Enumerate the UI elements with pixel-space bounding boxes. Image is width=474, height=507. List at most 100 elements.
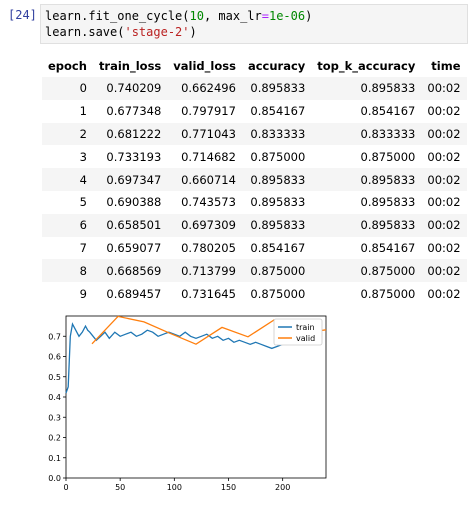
table-cell-train-loss: 0.697347: [106, 172, 162, 187]
x-tick-label: 200: [275, 483, 290, 492]
table-cell-accuracy: 0.895833: [250, 172, 306, 187]
table-cell-epoch: 3: [79, 149, 87, 164]
table-cell-epoch: 2: [79, 126, 87, 141]
table-cell-train-loss: 0.690388: [106, 195, 162, 210]
table-cell-accuracy: 0.895833: [250, 195, 306, 210]
chart-axes: 0.0 0.1 0.2 0.3 0.4 0.5 0.6 0.7 0 50 100 150 200: [48, 315, 327, 492]
x-tick-label: 0: [63, 483, 68, 492]
x-tick-label: 150: [221, 483, 236, 492]
y-tick-label: 0.6: [48, 353, 61, 362]
table-cell-accuracy: 0.854167: [250, 240, 306, 255]
table-cell-valid-loss: 0.714682: [181, 149, 236, 164]
table-cell-accuracy: 0.833333: [250, 126, 306, 141]
table-cell-top-k-accuracy: 0.875000: [360, 149, 416, 164]
table-cell-valid-loss: 0.662496: [181, 81, 236, 96]
table-cell-time: 00:02: [427, 172, 461, 187]
legend-label-valid: valid: [296, 334, 315, 343]
table-cell-time: 00:02: [427, 240, 461, 255]
table-cell-top-k-accuracy: 0.895833: [360, 218, 416, 233]
code-token-lr: 1e-06: [268, 9, 306, 23]
column-header-valid-loss: valid_loss: [173, 59, 236, 73]
x-tick-label: 50: [115, 483, 125, 492]
table-cell-epoch: 7: [79, 240, 87, 255]
table-row: 4 0.697347 0.660714 0.895833 0.895833 00:02: [42, 168, 467, 191]
table-cell-valid-loss: 0.771043: [181, 126, 236, 141]
table-cell-top-k-accuracy: 0.875000: [360, 286, 416, 301]
table-cell-epoch: 0: [79, 81, 87, 96]
code-token-epochs: 10: [189, 9, 204, 23]
cell-prompt: [24]: [8, 8, 37, 22]
column-header-accuracy: accuracy: [247, 59, 306, 73]
code-token-obj: learn: [45, 9, 82, 23]
y-tick-label: 0.1: [48, 454, 61, 463]
code-token-string: 'stage-2': [124, 25, 190, 39]
table-cell-accuracy: 0.875000: [250, 286, 306, 301]
table-cell-valid-loss: 0.797917: [181, 104, 236, 119]
table-row: 9 0.689457 0.731645 0.875000 0.875000 00:02: [42, 282, 467, 305]
table-cell-top-k-accuracy: 0.854167: [360, 104, 416, 119]
table-cell-valid-loss: 0.731645: [181, 286, 236, 301]
table-cell-train-loss: 0.677348: [106, 104, 162, 119]
table-cell-time: 00:02: [427, 286, 461, 301]
table-cell-train-loss: 0.658501: [106, 218, 162, 233]
table-cell-top-k-accuracy: 0.854167: [360, 240, 416, 255]
table-cell-epoch: 4: [79, 172, 87, 187]
legend-label-train: train: [296, 323, 315, 332]
table-row: 6 0.658501 0.697309 0.895833 0.895833 00:02: [42, 213, 467, 237]
y-tick-label: 0.3: [48, 413, 61, 422]
table-cell-train-loss: 0.659077: [106, 240, 162, 255]
table-cell-valid-loss: 0.780205: [181, 240, 236, 255]
column-header-epoch: epoch: [48, 59, 87, 73]
y-tick-label: 0.7: [48, 332, 61, 341]
column-header-top-k-accuracy: top_k_accuracy: [317, 59, 416, 73]
code-token-eq: =: [261, 9, 269, 23]
table-cell-time: 00:02: [427, 149, 461, 164]
table-cell-time: 00:02: [427, 126, 461, 141]
table-cell-time: 00:02: [427, 263, 461, 278]
code-line-2: learn.save('stage-2'): [45, 25, 197, 39]
table-cell-train-loss: 0.689457: [106, 286, 162, 301]
table-cell-time: 00:02: [427, 104, 461, 119]
y-tick-label: 0.0: [48, 474, 61, 483]
table-cell-top-k-accuracy: 0.875000: [360, 263, 416, 278]
table-cell-time: 00:02: [427, 81, 461, 96]
table-cell-epoch: 5: [79, 195, 87, 210]
code-token-save: learn.save(: [45, 25, 125, 39]
table-row: 7 0.659077 0.780205 0.854167 0.854167 00:02: [42, 237, 467, 260]
table-cell-accuracy: 0.875000: [250, 149, 306, 164]
table-row: 5 0.690388 0.743573 0.895833 0.895833 00:02: [42, 191, 467, 214]
table-cell-top-k-accuracy: 0.895833: [360, 172, 416, 187]
code-line-1: learn.fit_one_cycle(10, max_lr=1e-06): [45, 9, 312, 23]
table-cell-time: 00:02: [427, 195, 461, 210]
table-cell-train-loss: 0.740209: [106, 81, 162, 96]
code-cell[interactable]: [24] learn.fit_one_cycle(10, max_lr=1e-0…: [0, 0, 474, 44]
table-cell-accuracy: 0.854167: [250, 104, 306, 119]
code-input[interactable]: learn.fit_one_cycle(10, max_lr=1e-06) le…: [40, 4, 468, 44]
table-cell-top-k-accuracy: 0.895833: [360, 195, 416, 210]
table-cell-valid-loss: 0.660714: [181, 172, 236, 187]
table-cell-epoch: 6: [79, 218, 87, 233]
table-row: 3 0.733193 0.714682 0.875000 0.875000 00:02: [42, 145, 467, 168]
table-cell-valid-loss: 0.713799: [181, 263, 236, 278]
code-token-close: ): [305, 9, 313, 23]
table-cell-valid-loss: 0.743573: [181, 195, 236, 210]
code-token-close2: ): [189, 25, 197, 39]
y-tick-label: 0.5: [48, 373, 61, 382]
column-header-train-loss: train_loss: [98, 59, 162, 73]
y-tick-label: 0.2: [48, 434, 61, 443]
table-cell-top-k-accuracy: 0.895833: [360, 81, 416, 96]
table-cell-train-loss: 0.668569: [106, 263, 162, 278]
column-header-time: time: [431, 59, 461, 73]
table-row: 0 0.740209 0.662496 0.895833 0.895833 00:02: [42, 77, 467, 100]
table-header-row: epoch train_loss valid_loss accuracy top…: [42, 55, 467, 77]
table-cell-accuracy: 0.895833: [250, 81, 306, 96]
table-body: 0 0.740209 0.662496 0.895833 0.895833 00:02 1 0…: [42, 77, 467, 305]
chart-legend: train valid: [273, 318, 323, 346]
code-token-sep: , max_lr: [203, 9, 262, 23]
table-cell-epoch: 9: [79, 286, 87, 301]
table-row: 8 0.668569 0.713799 0.875000 0.875000 00:02: [42, 259, 467, 283]
table-cell-epoch: 8: [79, 263, 87, 278]
y-tick-label: 0.4: [48, 393, 61, 402]
table-row: 1 0.677348 0.797917 0.854167 0.854167 00:02: [42, 100, 467, 123]
table-cell-time: 00:02: [427, 218, 461, 233]
